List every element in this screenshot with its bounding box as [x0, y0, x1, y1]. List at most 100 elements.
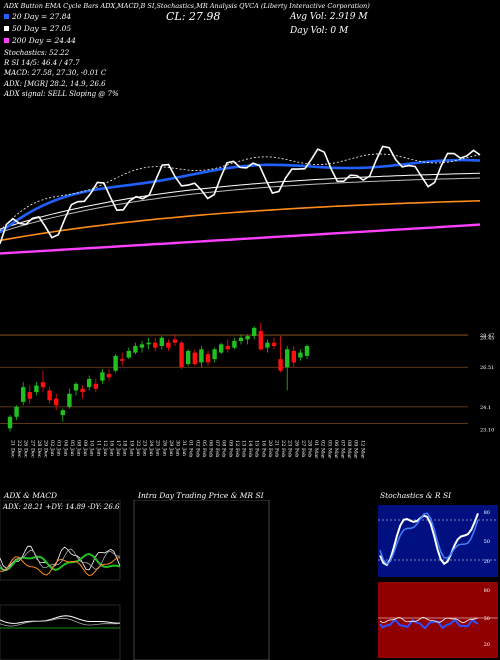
date-tick-label: 20 Feb — [267, 440, 273, 457]
date-tick-label: 06 Feb — [208, 440, 214, 457]
adx-readout: ADX: [MGR] 28.2, 14.9, 26.6 — [4, 80, 106, 88]
date-tick-label: 29 Jan — [168, 440, 174, 457]
ma50-line — [0, 177, 481, 233]
adx-panel-readout: ADX: 28.21 +DY: 14.89 -DY: 26.6 — [2, 503, 120, 511]
stoch-tick-80: 80 — [484, 510, 490, 516]
candle-body — [172, 339, 178, 343]
date-tick-label: 18 Jan — [122, 440, 128, 457]
date-tick-label: 05 Mar — [326, 440, 332, 459]
candle-body — [304, 345, 310, 356]
date-tick-label: 26 Jan — [161, 440, 167, 457]
rsi-readout: R SI 14/5: 46.4 / 47.7 — [4, 59, 80, 67]
candle-body — [93, 383, 98, 389]
stoch-tick-50: 50 — [484, 539, 490, 545]
date-tick-label: 01 Feb — [188, 440, 194, 457]
price-level-label: 26.51 — [480, 365, 494, 371]
date-tick-label: 10 Jan — [89, 440, 95, 457]
legend-ma50: 50 Day = 27.05 — [4, 24, 71, 33]
candle-body — [238, 337, 244, 342]
date-tick-label: 02 Mar — [320, 440, 326, 459]
candle-body — [252, 327, 257, 337]
date-tick-label: 22 Jan — [135, 440, 141, 457]
date-tick-label: 30 Jan — [175, 440, 181, 457]
ma200-swatch-icon — [4, 38, 9, 43]
candle-body — [14, 406, 19, 417]
candle-body — [153, 342, 158, 348]
date-tick-label: 16 Jan — [109, 440, 115, 457]
candle-body — [298, 352, 303, 358]
date-axis: 21 Dec 22 Dec 26 Dec 27 Dec 28 Dec 29 Dec 02 J… — [10, 440, 366, 459]
macd-panel-frame — [0, 604, 121, 660]
candle-body — [113, 355, 118, 371]
date-tick-label: 16 Feb — [260, 440, 266, 457]
date-tick-label: 31 Jan — [181, 440, 187, 457]
candle-body — [159, 337, 164, 346]
legend-ma20: 20 Day = 27.84 — [4, 12, 71, 21]
date-tick-label: 23 Jan — [142, 440, 148, 457]
date-tick-label: 02 Feb — [194, 440, 200, 457]
stoch-d-line — [379, 512, 479, 565]
average-volume: Avg Vol: 2.919 M — [290, 12, 368, 22]
legend-ma200: 200 Day = 24.44 — [4, 36, 76, 45]
date-tick-label: 19 Jan — [128, 440, 134, 457]
candlesticks — [7, 322, 310, 432]
date-tick-label: 25 Jan — [155, 440, 161, 457]
candle-body — [21, 387, 26, 402]
rsi-tick-80: 80 — [484, 588, 490, 594]
candle-body — [205, 354, 211, 363]
date-tick-label: 02 Jan — [49, 440, 55, 457]
ma20-line — [0, 158, 481, 234]
indicator-panels: ADX: 28.21 +DY: 14.89 -DY: 26.6 80 50 20… — [0, 500, 498, 660]
adx-signal: ADX signal: SELL Sloping @ 7% — [4, 90, 119, 98]
ma20-swatch-icon — [4, 14, 9, 19]
rsi-line — [379, 618, 479, 630]
date-tick-label: 08 Mar — [346, 440, 352, 459]
stoch-tick-20: 20 — [484, 559, 490, 565]
date-tick-label: 14 Feb — [247, 440, 253, 457]
candle-body — [60, 410, 65, 416]
candle-body — [126, 350, 131, 358]
date-tick-label: 05 Feb — [201, 440, 207, 457]
date-tick-label: 12 Jan — [102, 440, 108, 457]
date-tick-label: 06 Mar — [333, 440, 339, 459]
date-tick-label: 15 Feb — [254, 440, 260, 457]
date-tick-label: 13 Feb — [241, 440, 247, 457]
adx-line — [0, 545, 121, 571]
candle-body — [271, 342, 277, 346]
date-tick-label: 24 Jan — [148, 440, 154, 457]
candle-body — [265, 342, 270, 348]
candle-body — [225, 345, 230, 350]
adx-grey-line — [0, 548, 121, 572]
rsi-signal-line — [379, 616, 479, 624]
intra-day-panel — [133, 500, 270, 660]
chart-header-line: ADX Button EMA Cycle Bars ADX,MACD,B SI,… — [4, 2, 370, 10]
date-tick-label: 11 Jan — [95, 440, 101, 457]
adx-panel-frame — [0, 500, 121, 581]
candle-body — [179, 342, 184, 368]
close-price: CL: 27.98 — [166, 10, 221, 23]
date-tick-label: 12 Mar — [359, 440, 365, 459]
date-tick-label: 08 Feb — [221, 440, 227, 457]
date-tick-label: 12 Feb — [234, 440, 240, 457]
moving-average-lines — [0, 145, 481, 255]
date-tick-label: 29 Dec — [43, 440, 49, 458]
candle-body — [27, 392, 32, 399]
intra-panel-title: Intra Day Trading Price & MR SI — [138, 491, 264, 500]
price-level-label: 28.47 — [480, 333, 494, 339]
legend-ma50-label: 50 Day = 27.05 — [12, 24, 72, 33]
date-tick-label: 08 Jan — [76, 440, 82, 457]
price-level-label: 23.10 — [480, 427, 494, 433]
legend-ma200-label: 200 Day = 24.44 — [12, 36, 76, 45]
candle-body — [54, 398, 59, 406]
candle-body — [7, 416, 13, 429]
candle-body — [219, 344, 224, 353]
ma50-swatch-icon — [4, 26, 9, 31]
candle-body — [34, 385, 39, 393]
candle-body — [278, 359, 283, 371]
price-close-line — [0, 145, 481, 245]
date-tick-label: 21 Dec — [10, 440, 16, 458]
price-level-label: 24.1 — [480, 405, 491, 411]
candle-body — [258, 331, 263, 350]
ma200-line — [0, 223, 481, 255]
